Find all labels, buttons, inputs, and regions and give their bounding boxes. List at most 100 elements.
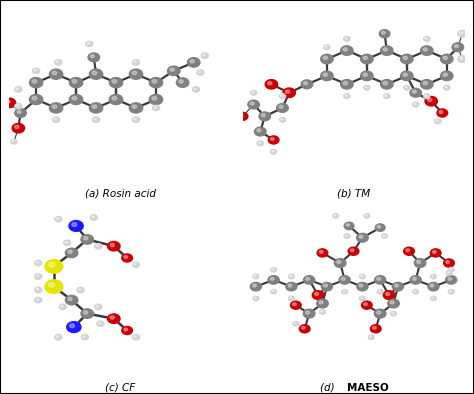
Circle shape bbox=[109, 95, 123, 104]
Circle shape bbox=[265, 80, 278, 89]
Circle shape bbox=[303, 82, 308, 85]
Circle shape bbox=[90, 215, 97, 220]
Circle shape bbox=[122, 254, 132, 262]
Circle shape bbox=[45, 260, 63, 273]
Circle shape bbox=[36, 275, 39, 277]
Circle shape bbox=[428, 98, 432, 102]
Circle shape bbox=[306, 311, 310, 314]
Circle shape bbox=[373, 326, 376, 329]
Circle shape bbox=[394, 284, 399, 287]
Circle shape bbox=[11, 139, 17, 144]
Circle shape bbox=[77, 287, 84, 293]
Circle shape bbox=[54, 118, 56, 120]
Circle shape bbox=[432, 251, 436, 253]
Circle shape bbox=[392, 312, 394, 314]
Circle shape bbox=[334, 214, 336, 216]
Circle shape bbox=[134, 61, 137, 63]
Circle shape bbox=[68, 250, 72, 253]
Circle shape bbox=[96, 245, 99, 246]
Circle shape bbox=[36, 299, 39, 300]
Circle shape bbox=[430, 284, 434, 287]
Circle shape bbox=[424, 94, 430, 98]
Circle shape bbox=[72, 97, 77, 100]
Circle shape bbox=[388, 299, 399, 308]
Circle shape bbox=[377, 225, 381, 228]
Circle shape bbox=[345, 95, 347, 97]
Circle shape bbox=[124, 328, 128, 331]
Circle shape bbox=[65, 241, 68, 243]
Circle shape bbox=[410, 88, 421, 97]
Circle shape bbox=[405, 86, 407, 88]
Text: (a) Rosin acid: (a) Rosin acid bbox=[85, 189, 156, 199]
Circle shape bbox=[149, 95, 163, 104]
Circle shape bbox=[300, 325, 310, 333]
Circle shape bbox=[423, 82, 428, 85]
Circle shape bbox=[321, 310, 323, 312]
Circle shape bbox=[425, 97, 438, 106]
Circle shape bbox=[48, 262, 55, 267]
Circle shape bbox=[56, 217, 59, 219]
Circle shape bbox=[359, 235, 363, 238]
Circle shape bbox=[359, 296, 365, 301]
Circle shape bbox=[385, 95, 387, 97]
Circle shape bbox=[303, 276, 315, 284]
Circle shape bbox=[413, 290, 419, 294]
Circle shape bbox=[52, 105, 57, 108]
Circle shape bbox=[344, 234, 350, 238]
Circle shape bbox=[95, 304, 102, 310]
Circle shape bbox=[377, 311, 381, 314]
Circle shape bbox=[288, 284, 292, 287]
Circle shape bbox=[271, 268, 276, 272]
Circle shape bbox=[356, 233, 368, 242]
Circle shape bbox=[132, 117, 139, 123]
Circle shape bbox=[15, 104, 22, 109]
Circle shape bbox=[357, 282, 368, 291]
Circle shape bbox=[446, 271, 452, 275]
Circle shape bbox=[253, 284, 256, 287]
Circle shape bbox=[176, 78, 189, 87]
Circle shape bbox=[237, 112, 248, 121]
Circle shape bbox=[268, 136, 279, 144]
Circle shape bbox=[279, 94, 286, 98]
Circle shape bbox=[35, 260, 42, 266]
Circle shape bbox=[253, 296, 259, 301]
Circle shape bbox=[342, 290, 347, 294]
Circle shape bbox=[257, 141, 264, 146]
Circle shape bbox=[448, 277, 452, 280]
Circle shape bbox=[341, 277, 345, 280]
Circle shape bbox=[124, 256, 128, 258]
Circle shape bbox=[55, 216, 62, 222]
Circle shape bbox=[6, 100, 10, 103]
Circle shape bbox=[283, 88, 295, 97]
Circle shape bbox=[96, 305, 99, 307]
Circle shape bbox=[447, 272, 449, 273]
Circle shape bbox=[253, 274, 259, 279]
Text: (c) CF: (c) CF bbox=[105, 383, 136, 393]
Circle shape bbox=[335, 258, 346, 268]
Circle shape bbox=[52, 71, 57, 75]
Circle shape bbox=[293, 322, 299, 326]
Circle shape bbox=[86, 41, 93, 46]
Circle shape bbox=[29, 95, 43, 104]
Circle shape bbox=[341, 46, 353, 55]
Circle shape bbox=[108, 242, 120, 251]
Circle shape bbox=[350, 249, 354, 252]
Circle shape bbox=[281, 118, 283, 120]
Circle shape bbox=[443, 73, 447, 76]
Circle shape bbox=[92, 71, 97, 75]
Circle shape bbox=[17, 110, 21, 113]
Circle shape bbox=[292, 303, 296, 306]
Circle shape bbox=[90, 103, 103, 113]
Circle shape bbox=[379, 30, 390, 38]
Circle shape bbox=[239, 114, 243, 117]
Circle shape bbox=[49, 103, 63, 113]
Circle shape bbox=[406, 249, 410, 252]
Circle shape bbox=[271, 290, 276, 294]
Circle shape bbox=[34, 69, 36, 71]
Circle shape bbox=[424, 36, 430, 41]
Circle shape bbox=[67, 322, 81, 333]
Circle shape bbox=[198, 71, 201, 73]
Circle shape bbox=[36, 288, 39, 290]
Circle shape bbox=[259, 112, 271, 121]
Circle shape bbox=[192, 87, 200, 92]
